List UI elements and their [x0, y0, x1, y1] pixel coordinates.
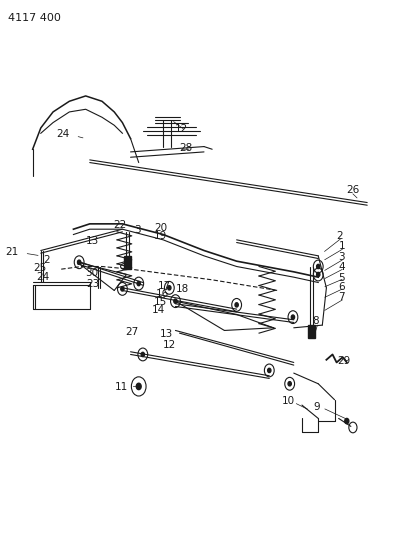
Circle shape: [141, 352, 144, 357]
Text: 12: 12: [163, 340, 176, 350]
Text: 2: 2: [44, 255, 50, 264]
Text: 27: 27: [125, 327, 138, 336]
Text: 24: 24: [36, 272, 49, 281]
Text: 12: 12: [175, 124, 188, 134]
Text: 13: 13: [86, 236, 99, 246]
Circle shape: [268, 368, 271, 373]
Text: 2: 2: [337, 231, 343, 240]
Circle shape: [168, 286, 171, 290]
Text: 14: 14: [152, 305, 165, 315]
Text: 29: 29: [337, 356, 350, 366]
Text: 19: 19: [154, 231, 167, 241]
Text: 9: 9: [313, 402, 319, 411]
Text: 18: 18: [176, 284, 189, 294]
Circle shape: [235, 303, 238, 307]
Circle shape: [317, 272, 320, 277]
Text: 20: 20: [155, 223, 168, 232]
Text: 10: 10: [282, 397, 295, 406]
Bar: [124, 256, 131, 269]
Circle shape: [288, 382, 291, 386]
Text: 13: 13: [160, 329, 173, 339]
Bar: [308, 325, 315, 338]
Circle shape: [291, 315, 295, 319]
Text: 17: 17: [158, 281, 171, 291]
Circle shape: [317, 264, 320, 269]
Text: 22: 22: [113, 220, 126, 230]
Circle shape: [78, 260, 81, 264]
Text: 30: 30: [85, 268, 98, 278]
Text: 4: 4: [339, 262, 345, 272]
Text: 8: 8: [312, 317, 319, 326]
Text: 7: 7: [339, 293, 345, 302]
Text: 28: 28: [179, 143, 192, 152]
Text: 16: 16: [156, 289, 169, 299]
Circle shape: [174, 299, 177, 303]
Text: 1: 1: [339, 241, 345, 251]
Text: 3: 3: [135, 225, 141, 235]
Circle shape: [121, 287, 124, 291]
Text: 11: 11: [115, 383, 128, 392]
Text: 15: 15: [154, 297, 167, 307]
Text: 26: 26: [346, 185, 359, 195]
Text: 25: 25: [33, 263, 46, 272]
Circle shape: [345, 418, 349, 424]
Text: 4117 400: 4117 400: [8, 13, 61, 23]
Text: 3: 3: [339, 252, 345, 262]
Text: 23: 23: [86, 279, 100, 289]
Circle shape: [136, 383, 141, 390]
Text: 6: 6: [339, 282, 345, 292]
Circle shape: [137, 281, 140, 286]
Text: 24: 24: [57, 130, 70, 139]
Text: 21: 21: [6, 247, 19, 256]
Text: 5: 5: [339, 273, 345, 282]
